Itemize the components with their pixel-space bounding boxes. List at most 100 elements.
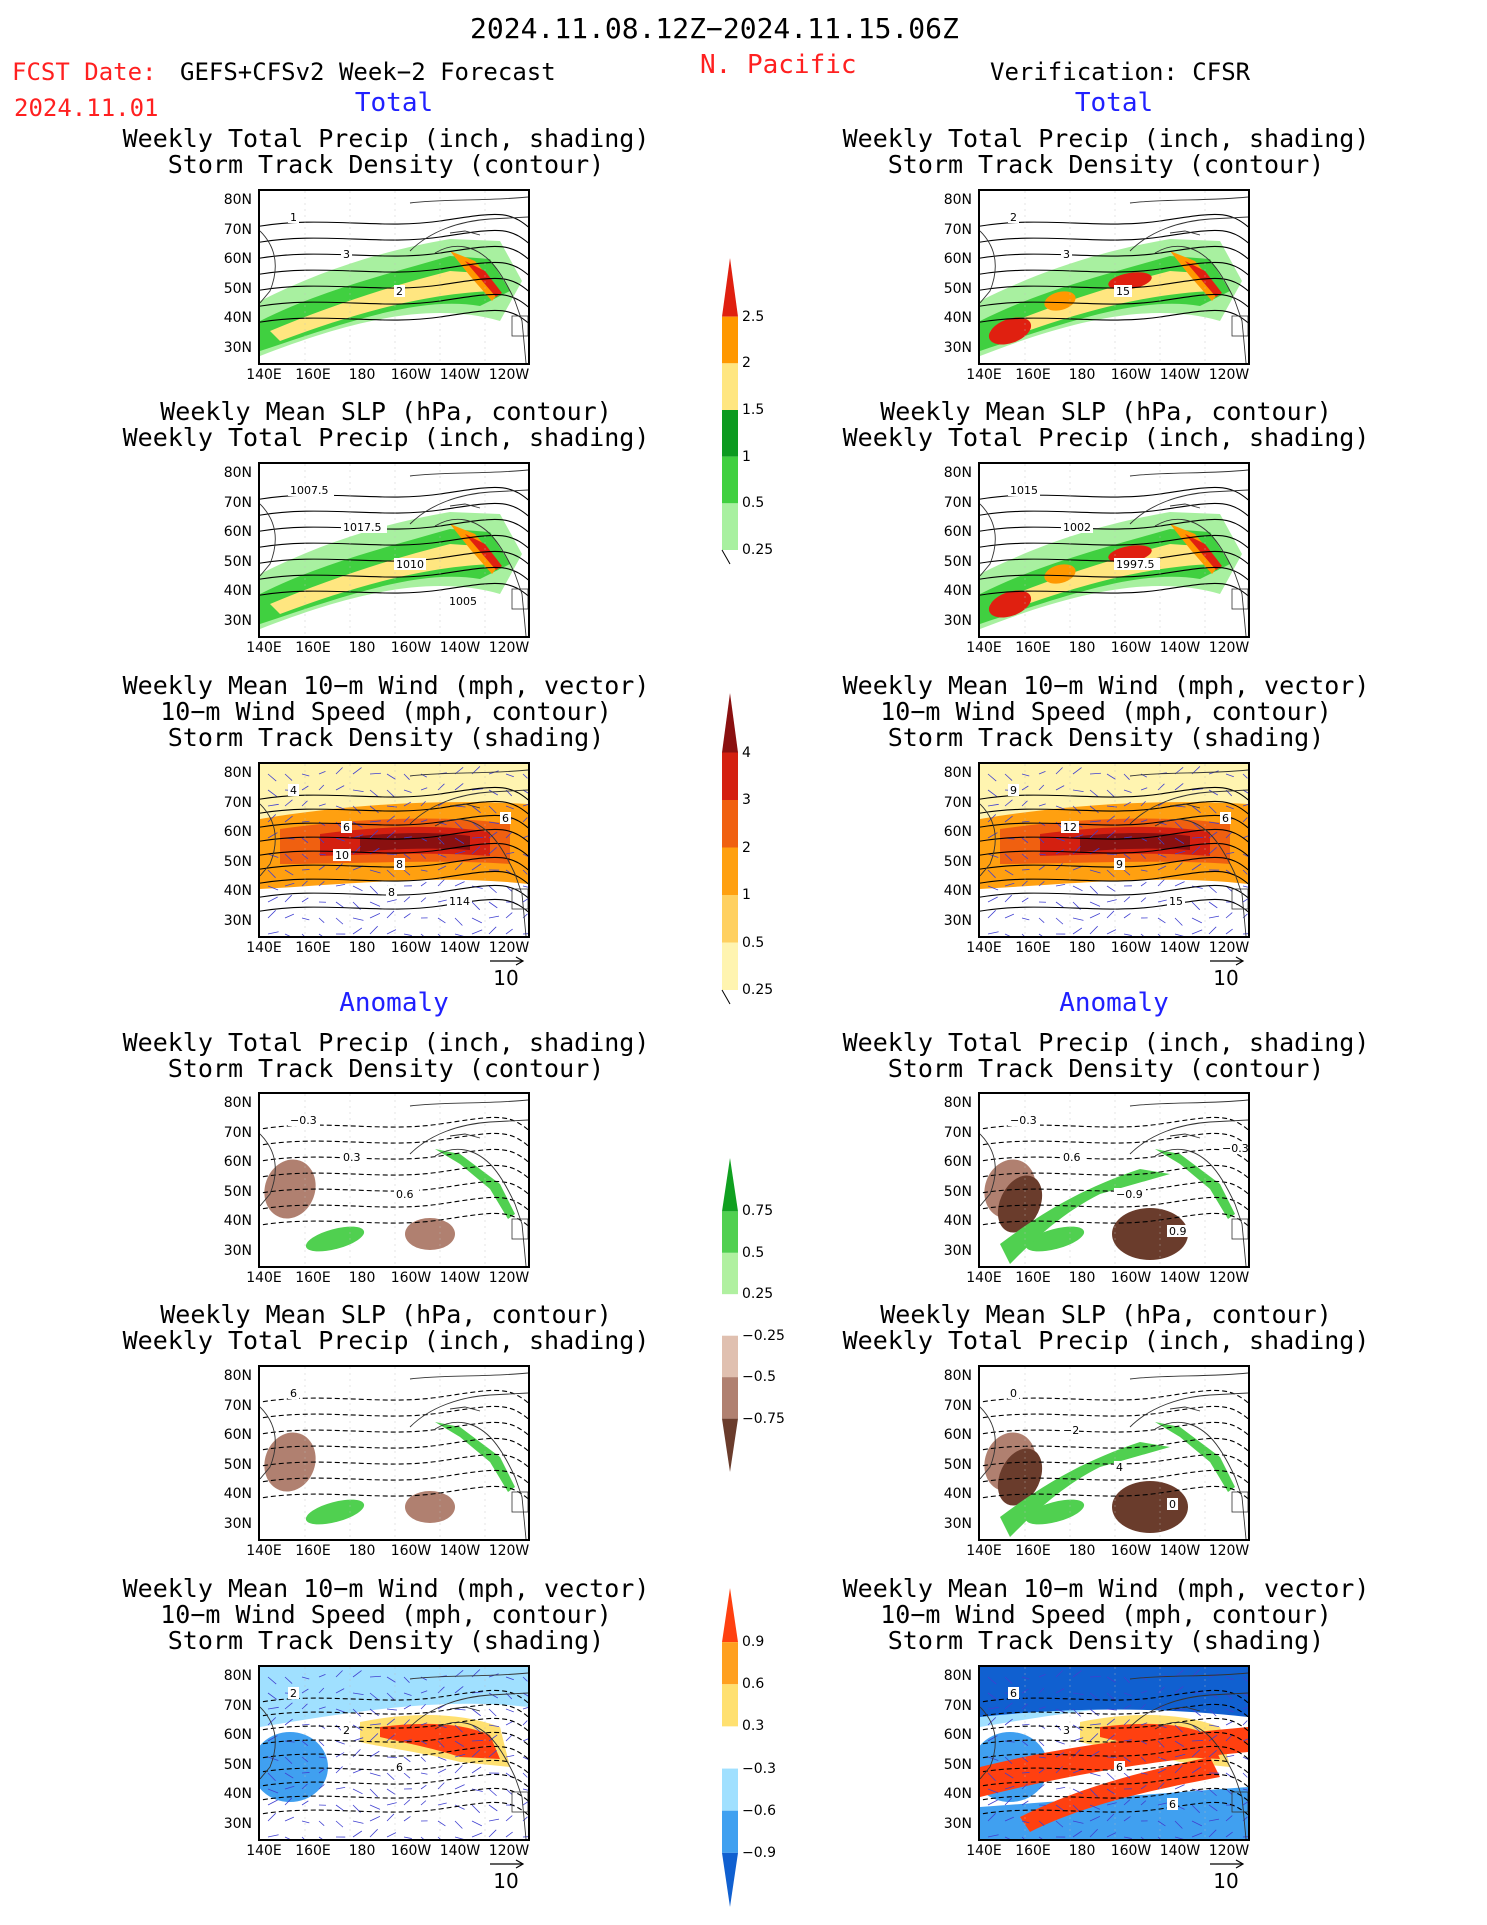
wind-vector <box>1191 929 1203 935</box>
wind-vector <box>1072 1724 1083 1731</box>
coastline <box>1169 230 1201 236</box>
fc-slp-contour-label: 1010 <box>396 558 424 571</box>
wind-vector <box>488 885 497 894</box>
wind-vector <box>420 881 427 887</box>
wind-vector <box>1174 917 1183 926</box>
total_precip-colorbar-label: 1 <box>742 448 751 465</box>
wind-vector <box>1106 1832 1117 1838</box>
contour-label-bg <box>288 484 334 496</box>
wind-vector <box>1004 1797 1013 1806</box>
neg-precip-anomaly-strong <box>1112 1208 1188 1260</box>
wind-vector <box>1157 899 1167 903</box>
contour-label-bg <box>447 895 472 907</box>
wind-vector <box>522 1788 528 1791</box>
wind-vector <box>1055 1820 1064 1828</box>
wind-speed-contour <box>980 1773 1248 1788</box>
wind-vector <box>522 1801 528 1806</box>
wind-vector <box>1191 863 1202 871</box>
wind-vector <box>1072 834 1084 839</box>
contour-label-bg <box>394 285 405 297</box>
lon-tick-label: 160W <box>1110 1543 1152 1559</box>
anom_storm-colorbar-segment <box>722 1810 738 1853</box>
wind-vector <box>471 929 483 935</box>
wind-vector <box>1055 837 1065 842</box>
wind-vector <box>420 869 428 872</box>
wind-vector <box>352 1788 363 1795</box>
total_storm-colorbar-segment <box>722 800 738 848</box>
oa-precip-map: −0.3 0.6 −0.9 0.9 −0.3 <box>978 1092 1250 1268</box>
wind-vector <box>1157 1802 1167 1806</box>
contour-label-bg <box>1114 558 1160 570</box>
wind-vector <box>987 1834 999 1838</box>
wind-vector <box>454 821 463 830</box>
wind-vector <box>1021 820 1030 823</box>
wind-vector <box>335 767 343 775</box>
wind-speed-contour <box>980 1717 1248 1732</box>
total_storm-colorbar-segment <box>722 895 738 943</box>
colorbar-tail <box>721 549 731 565</box>
wind-speed-contour <box>980 884 1248 899</box>
wind-vector <box>1123 773 1130 780</box>
coastline <box>409 489 528 525</box>
wind-vector <box>1242 1720 1248 1726</box>
wind-vector <box>335 1804 344 1811</box>
wind-vector <box>335 1740 345 1745</box>
wind-vector <box>1106 805 1117 808</box>
anom_precip-colorbar-segment <box>722 1158 738 1212</box>
wind-vector <box>267 931 279 935</box>
wind-vector <box>1021 773 1030 777</box>
wind-vector <box>471 1724 481 1733</box>
wind-vector <box>471 846 481 855</box>
wind-vector <box>1242 898 1248 903</box>
ob-precip-title-line-2: Storm Track Density (contour) <box>887 150 1325 179</box>
wind-vector <box>318 1784 325 1790</box>
wind-vector <box>1157 1756 1167 1761</box>
coastline <box>1154 1148 1247 1266</box>
wind-speed-contour <box>980 870 1248 885</box>
storm-track-contour <box>980 1405 1248 1420</box>
lat-tick-label: 80N <box>943 1668 972 1684</box>
fc-slp-map: 1007.5 1017.5 1010 1005 <box>258 462 530 638</box>
ob-wind-contour-label: 6 <box>1222 812 1229 825</box>
wind-vector <box>420 787 428 791</box>
coastline <box>1169 503 1201 509</box>
storm-track-contour <box>980 566 1248 581</box>
coastline <box>409 1372 528 1380</box>
lat-tick-label: 70N <box>223 1124 252 1141</box>
wind-vector <box>1242 869 1248 875</box>
wind-vector <box>488 789 499 796</box>
wind-vector <box>1157 865 1167 871</box>
wind-vector <box>1225 773 1234 778</box>
lat-tick-label: 40N <box>943 1213 972 1229</box>
lon-tick-label: 180 <box>1068 1543 1096 1559</box>
lon-tick-label: 140W <box>1159 640 1201 656</box>
neg-precip-anomaly <box>264 1159 316 1219</box>
coastline <box>1129 216 1248 252</box>
lon-tick-label: 120W <box>488 1543 530 1559</box>
wind-vector <box>352 917 364 921</box>
lon-tick-label: 160W <box>1110 1270 1152 1286</box>
wind-vector <box>522 817 528 823</box>
wind-vector <box>471 1749 481 1758</box>
wind-vector <box>1072 1737 1084 1742</box>
wind-vector <box>1157 783 1165 791</box>
wind-vector <box>1038 837 1045 844</box>
wind-vector <box>335 863 343 871</box>
wind-vector <box>301 1820 310 1824</box>
wind-vector <box>454 1724 463 1733</box>
wind-vector <box>1208 1724 1220 1727</box>
wind-vector <box>1021 933 1025 936</box>
lon-tick-label: 160W <box>390 940 432 956</box>
ref-vector-label: 10 <box>493 966 519 990</box>
wind-vector <box>1140 1784 1147 1790</box>
wind-vector <box>1208 847 1217 855</box>
wind-vector <box>1174 1836 1184 1839</box>
wind-vector <box>1242 1772 1248 1778</box>
fa-wind-map: 2 2 6 <box>258 1665 530 1841</box>
contour-label-bg <box>1061 521 1093 533</box>
wind-vector <box>1021 1756 1029 1763</box>
wind-vector <box>1038 917 1045 923</box>
coastline <box>1169 1706 1201 1712</box>
wind-vector <box>488 1818 500 1822</box>
wind-vector <box>1191 846 1201 855</box>
